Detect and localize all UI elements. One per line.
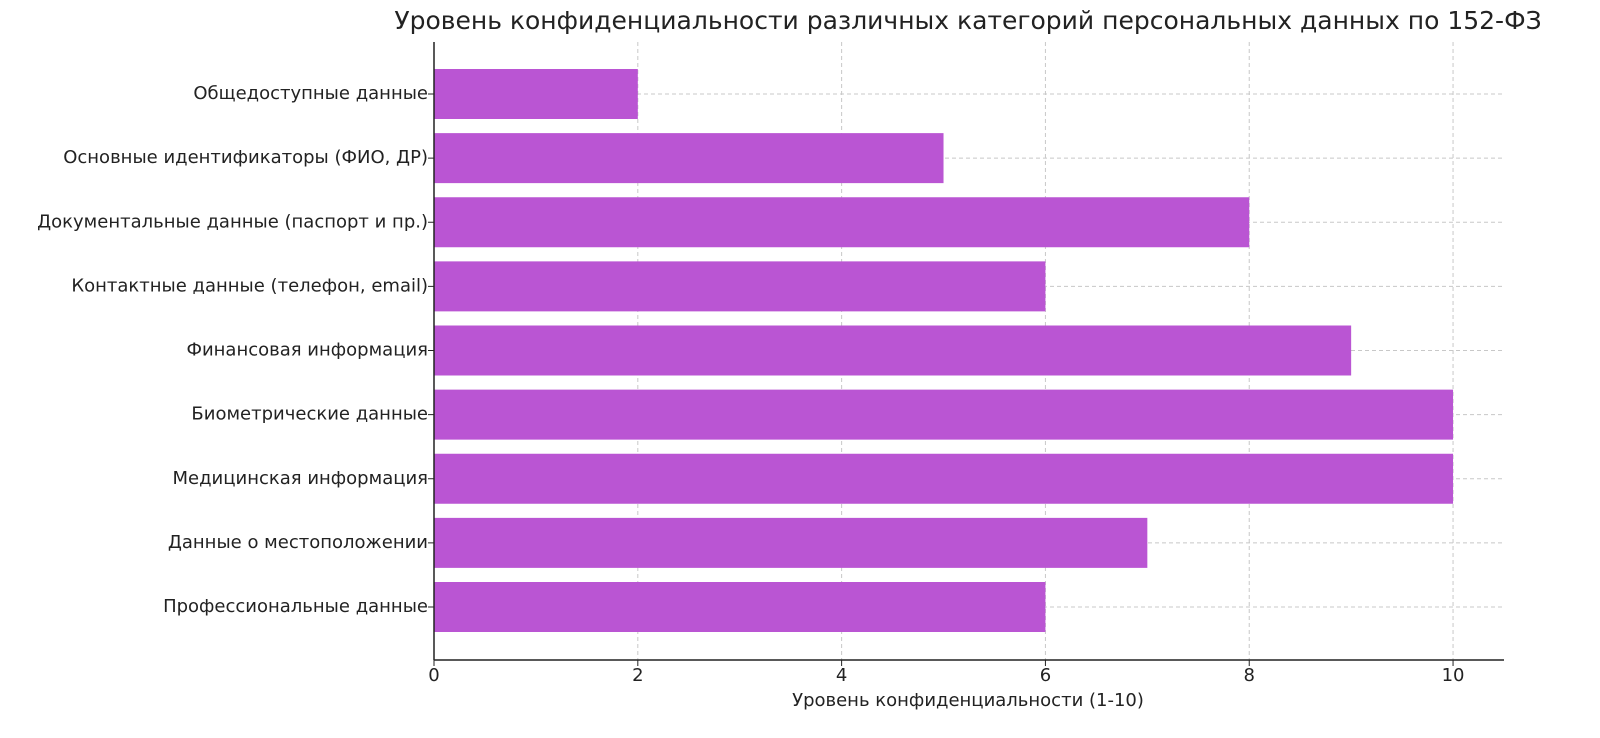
y-tick-label: Данные о местоположении — [168, 532, 428, 553]
y-tick-label: Финансовая информация — [186, 340, 428, 361]
bar — [434, 517, 1148, 568]
bar — [434, 389, 1454, 440]
bar — [434, 197, 1250, 248]
bar — [434, 69, 638, 119]
y-tick-label: Профессиональные данные — [163, 596, 428, 617]
x-tick-label: 2 — [632, 665, 643, 686]
chart-title: Уровень конфиденциальности различных кат… — [394, 6, 1541, 35]
y-tick-label: Документальные данные (паспорт и пр.) — [37, 211, 428, 232]
bar — [434, 582, 1046, 632]
y-tick-label: Медицинская информация — [173, 468, 429, 489]
y-tick-label: Основные идентификаторы (ФИО, ДР) — [63, 147, 428, 168]
x-axis-label: Уровень конфиденциальности (1-10) — [792, 690, 1144, 711]
bar — [434, 133, 944, 184]
x-tick-label: 8 — [1244, 665, 1255, 686]
y-tick-label: Биометрические данные — [191, 404, 428, 425]
x-tick-label: 0 — [428, 665, 439, 686]
x-tick-label: 4 — [836, 665, 847, 686]
y-tick-label: Общедоступные данные — [193, 83, 428, 104]
y-tick-label: Контактные данные (телефон, email) — [71, 275, 428, 296]
bar — [434, 453, 1454, 504]
bar — [434, 261, 1046, 312]
x-tick-label: 6 — [1040, 665, 1051, 686]
bar — [434, 325, 1352, 376]
x-tick-label: 10 — [1442, 665, 1465, 686]
